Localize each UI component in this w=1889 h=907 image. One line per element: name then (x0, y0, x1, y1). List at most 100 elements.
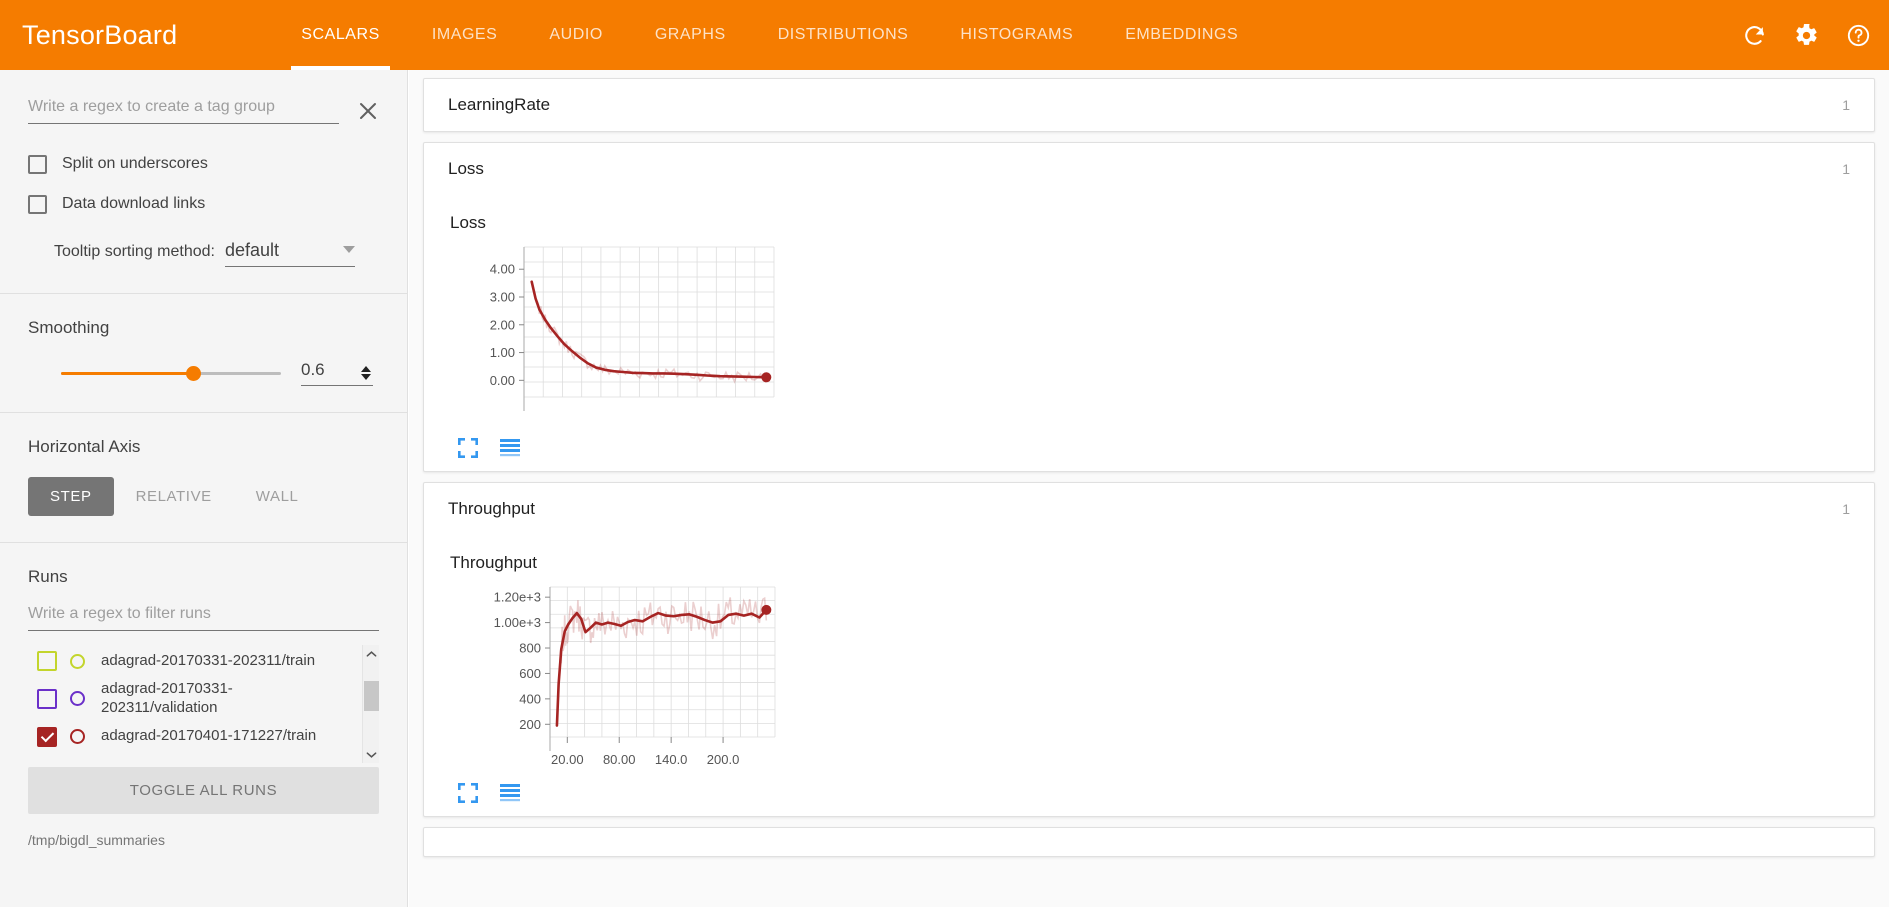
chart-throughput[interactable]: 200 400 600 800 1.00e+3 1.20e+3 20.00 80.00 140.… (450, 579, 1874, 774)
card-title: LearningRate (448, 95, 551, 114)
gear-icon[interactable] (1793, 22, 1819, 48)
card-header[interactable]: Throughput 1 (424, 483, 1874, 535)
svg-text:1.00: 1.00 (490, 345, 515, 360)
divider (0, 293, 407, 294)
tab-audio[interactable]: AUDIO (549, 26, 603, 43)
run-label: adagrad-20170331-202311/train (101, 651, 316, 669)
svg-text:400: 400 (519, 691, 541, 706)
axis-option-relative[interactable]: RELATIVE (135, 488, 212, 505)
runs-filter-input[interactable] (28, 603, 379, 631)
expand-icon[interactable] (457, 782, 479, 804)
tab-embeddings[interactable]: EMBEDDINGS (1125, 26, 1239, 43)
run-checkbox[interactable] (37, 726, 57, 747)
tab-distributions[interactable]: DISTRIBUTIONS (777, 26, 909, 43)
runs-title: Runs (28, 567, 68, 586)
card-count: 1 (1842, 161, 1850, 177)
data-table-icon[interactable] (499, 437, 521, 459)
scroll-down-icon[interactable] (363, 746, 379, 763)
run-checkbox[interactable] (37, 651, 57, 671)
horizontal-axis-title: Horizontal Axis (28, 437, 141, 456)
card-body: Loss 0.00 1.00 2.00 3.00 4.00 (424, 195, 1874, 471)
chevron-down-icon (342, 245, 355, 253)
refresh-icon[interactable] (1741, 22, 1767, 48)
card-title: Throughput (448, 499, 535, 518)
run-color-circle (70, 691, 85, 707)
smoothing-value-field[interactable]: 0.6 (301, 360, 373, 386)
run-color-circle (70, 653, 85, 669)
smoothing-title: Smoothing (28, 318, 110, 337)
card-header[interactable]: LearningRate 1 (424, 79, 1874, 131)
run-checkbox[interactable] (37, 688, 57, 709)
stepper-down-icon[interactable] (361, 374, 371, 380)
run-label: adagrad-20170401-171227/train (101, 727, 317, 745)
close-icon[interactable] (353, 96, 383, 126)
card-next-partial (423, 827, 1875, 857)
svg-text:1.20e+3: 1.20e+3 (494, 590, 541, 605)
data-table-icon[interactable] (499, 782, 521, 804)
list-item[interactable]: adagrad-20170331-202311/train (28, 645, 353, 677)
smoothing-row: 0.6 (28, 360, 407, 386)
runs-list: adagrad-20170331-202311/train adagrad-20… (28, 645, 379, 763)
toggle-all-runs-button[interactable]: TOGGLE ALL RUNS (28, 767, 379, 814)
card-header[interactable]: Loss 1 (424, 143, 1874, 195)
svg-text:3.00: 3.00 (490, 290, 515, 305)
svg-text:800: 800 (519, 641, 541, 656)
stepper-up-icon[interactable] (361, 366, 371, 372)
runs-filter-row (28, 603, 379, 631)
tab-images[interactable]: IMAGES (431, 26, 498, 43)
run-label: adagrad-20170331-202311/validation (101, 680, 233, 716)
svg-text:200.0: 200.0 (707, 752, 740, 767)
chart-actions-loss (457, 437, 1874, 459)
loss-plot-svg[interactable]: 0.00 1.00 2.00 3.00 4.00 (450, 239, 850, 429)
svg-text:20.00: 20.00 (551, 752, 584, 767)
divider (0, 542, 407, 543)
checkbox-split-on-underscores[interactable]: Split on underscores (28, 144, 407, 184)
card-throughput: Throughput 1 Throughput 200 400 600 800 1.00… (423, 482, 1875, 817)
checkbox-box[interactable] (28, 194, 47, 214)
scroll-up-icon[interactable] (363, 645, 379, 662)
run-color-circle (70, 729, 85, 744)
card-count: 1 (1842, 501, 1850, 517)
svg-text:200: 200 (519, 717, 541, 732)
tab-scalars[interactable]: SCALARS (275, 0, 406, 70)
card-learningrate: LearningRate 1 (423, 78, 1875, 132)
top-bar-actions (1741, 0, 1871, 70)
slider-thumb[interactable] (186, 366, 201, 381)
smoothing-slider[interactable] (61, 363, 281, 383)
checkbox-data-download-links[interactable]: Data download links (28, 184, 407, 224)
svg-text:0.00: 0.00 (490, 373, 515, 388)
top-app-bar: TensorBoard SCALARS IMAGES AUDIO GRAPHS … (0, 0, 1889, 70)
list-item[interactable]: adagrad-20170401-171227/train (28, 721, 353, 753)
axis-option-step[interactable]: STEP (28, 477, 114, 516)
svg-text:2.00: 2.00 (490, 317, 515, 332)
quantity-stepper[interactable] (359, 366, 373, 380)
tab-graphs[interactable]: GRAPHS (654, 26, 726, 43)
card-count: 1 (1842, 97, 1850, 113)
main-nav-tabs: SCALARS IMAGES AUDIO GRAPHS DISTRIBUTION… (275, 0, 1264, 70)
tag-regex-input[interactable] (28, 96, 339, 124)
chart-title: Loss (450, 213, 486, 232)
throughput-plot-svg[interactable]: 200 400 600 800 1.00e+3 1.20e+3 20.00 80.00 140.… (450, 579, 850, 774)
tooltip-sorting-label: Tooltip sorting method: (54, 243, 215, 260)
svg-text:4.00: 4.00 (490, 262, 515, 277)
tooltip-sorting-value: default (224, 240, 280, 260)
help-icon[interactable] (1845, 22, 1871, 48)
tag-regex-row (0, 70, 407, 124)
scrollbar-thumb[interactable] (364, 681, 379, 711)
tab-histograms[interactable]: HISTOGRAMS (960, 26, 1074, 43)
divider (0, 412, 407, 413)
card-body: Throughput 200 400 600 800 1.00e+3 1.20e+3 20.… (424, 535, 1874, 816)
checkbox-box[interactable] (28, 154, 47, 174)
expand-icon[interactable] (457, 437, 479, 459)
svg-text:140.0: 140.0 (655, 752, 688, 767)
checkbox-label: Split on underscores (62, 155, 208, 172)
runs-scrollbar[interactable] (362, 645, 379, 763)
card-title: Loss (448, 159, 484, 178)
tooltip-sorting-select[interactable]: default (224, 240, 355, 267)
axis-option-wall[interactable]: WALL (255, 488, 299, 505)
tooltip-sorting-row: Tooltip sorting method: default (28, 240, 407, 267)
chart-loss[interactable]: 0.00 1.00 2.00 3.00 4.00 (450, 239, 1874, 429)
chart-actions-throughput (457, 782, 1874, 804)
list-item[interactable]: adagrad-20170331-202311/validation (28, 677, 353, 721)
